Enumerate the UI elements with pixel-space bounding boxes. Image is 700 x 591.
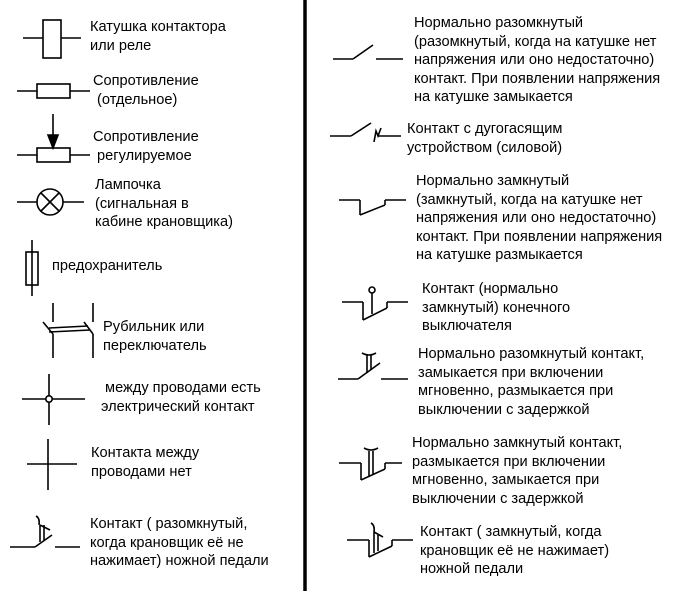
coil-symbol-icon [23,19,81,59]
label-line: или реле [90,37,152,54]
label-line: Нормально замкнутый контакт, [412,435,623,451]
label-resistor: Сопротивление (отдельное) [93,72,199,109]
label-line: Рубильник или [103,319,205,335]
variable-resistor-symbol-icon [17,114,90,163]
crossing-symbol-icon [27,439,77,490]
label-line: выключении с задержкой [412,490,584,507]
label-line: Лампочка [95,177,161,193]
label-line: ножной педали [420,561,524,577]
label-line: кабине крановщика) [95,214,233,230]
label-arc-contact: Контакт с дугогасящим устройством (силово… [407,120,562,157]
resistor-symbol-icon [17,83,90,99]
arc-suppression-contact-icon [330,122,401,143]
switch-symbol-icon [42,303,94,358]
label-line: проводами нет [91,463,192,480]
label-line: Нормально разомкнутый контакт, [418,346,645,362]
label-pedal-open: Контакт ( разомкнутый, когда крановщик её… [90,515,269,571]
label-line: предохранитель [52,258,163,274]
pedal-closed-contact-icon [347,522,413,558]
label-limit-switch: Контакт (нормально замкнутый) конечного вы… [422,280,570,336]
pedal-open-contact-symbol-icon [10,515,80,548]
label-line: Нормально разомкнутый [414,15,584,31]
label-line: регулируемое [93,147,192,164]
label-line: электрический контакт [101,398,255,415]
lamp-symbol-icon [17,188,84,216]
label-lamp: Лампочка (сигнальная в кабине крановщика) [95,176,233,232]
label-line: (отдельное) [93,91,178,108]
label-line: (разомкнутый, когда на катушке нет [414,33,657,50]
timed-closed-contact-icon [339,447,402,481]
label-line: когда крановщик её не [90,534,244,551]
label-line: выключателя [422,318,512,334]
label-line: контакт. При появлении напряжения [416,228,663,245]
fuse-symbol-icon [25,240,39,296]
label-line: Контакт ( разомкнутый, [90,516,248,532]
label-line: напряжения или оно недостаточно) [414,52,655,68]
timed-open-contact-icon [338,352,408,380]
junction-symbol-icon [22,374,85,425]
label-line: устройством (силовой) [407,139,563,156]
normally-closed-contact-icon [339,199,406,216]
label-line: Контакт с дугогасящим [407,121,563,137]
label-line: Контакт ( замкнутый, когда [420,524,602,540]
label-crossing: Контакта между проводами нет [91,444,199,481]
label-junction: между проводами есть электрический контак… [101,379,261,416]
label-line: Сопротивление [93,73,199,89]
label-switch: Рубильник или переключатель [103,318,207,355]
label-variable-resistor: Сопротивление регулируемое [93,128,199,165]
label-line: крановщик её не нажимает) [420,542,610,559]
label-line: на катушке замыкается [414,89,573,105]
label-timed-open: Нормально разомкнутый контакт, замыкается… [418,345,644,419]
limit-switch-contact-icon [342,286,408,321]
label-line: напряжения или оно недостаточно) [416,210,657,226]
label-line: замкнутый) конечного [422,299,571,316]
label-line: нажимает) ножной педали [90,553,269,569]
label-line: выключении с задержкой [418,401,590,418]
label-line: мгновенно, размыкается при [418,383,614,399]
label-fuse: предохранитель [52,257,162,276]
label-pedal-closed: Контакт ( замкнутый, когда крановщик её н… [420,523,609,579]
label-normally-closed: Нормально замкнутый (замкнутый, когда на … [416,172,662,265]
label-line: на катушке размыкается [416,247,583,263]
label-line: Катушка контактора [90,19,226,35]
label-timed-closed: Нормально замкнутый контакт, размыкается … [412,434,622,508]
label-contactor-coil: Катушка контактора или реле [90,18,226,55]
label-normally-open: Нормально разомкнутый (разомкнутый, когда… [414,14,660,107]
normally-open-contact-icon [333,44,403,60]
label-line: между проводами есть [101,380,261,396]
label-line: Нормально замкнутый [416,173,570,189]
label-line: контакт. При появлении напряжения [414,70,661,87]
label-line: Контакта между [91,445,200,461]
label-line: (сигнальная в [95,195,189,212]
label-line: Сопротивление [93,129,199,145]
label-line: переключатель [103,337,207,354]
label-line: замыкается при включении [418,364,604,381]
label-line: мгновенно, замыкается при [412,472,600,488]
label-line: размыкается при включении [412,453,606,470]
label-line: Контакт (нормально [422,281,559,297]
label-line: (замкнутый, когда на катушке нет [416,191,643,208]
